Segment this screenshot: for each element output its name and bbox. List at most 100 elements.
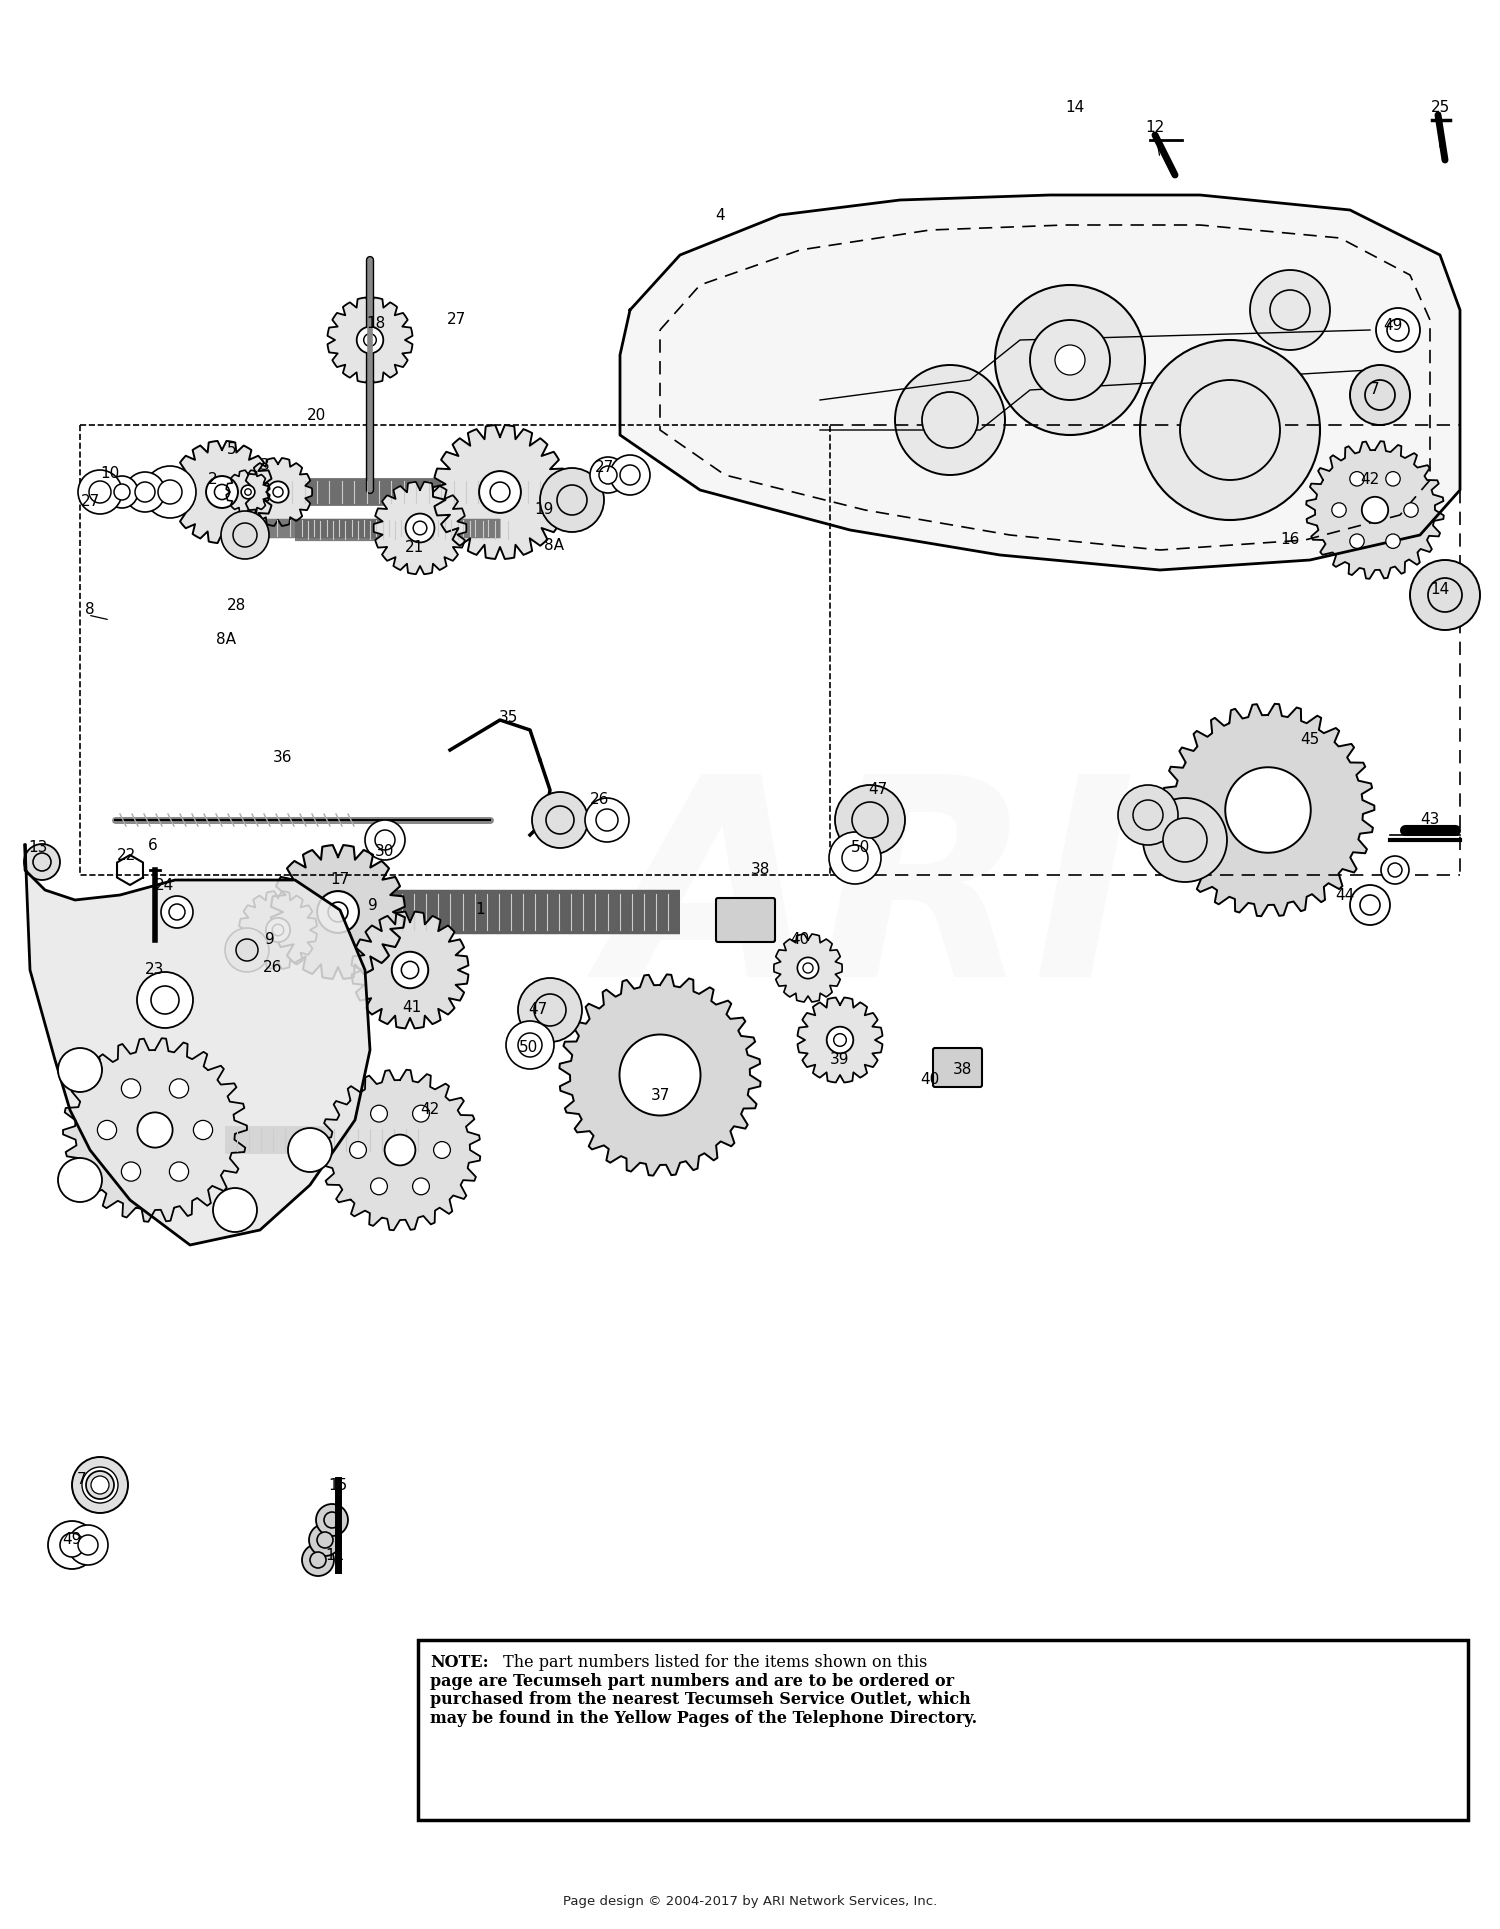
Text: ARI: ARI [604,766,1136,1036]
Circle shape [1350,534,1364,548]
Polygon shape [238,891,316,968]
Circle shape [1180,380,1280,480]
Polygon shape [433,424,567,559]
Circle shape [357,326,384,353]
Circle shape [384,1134,416,1165]
Circle shape [506,1020,554,1069]
Text: 41: 41 [402,1001,422,1015]
Circle shape [144,467,196,519]
Circle shape [1360,895,1380,914]
Circle shape [214,484,230,500]
Text: 35: 35 [498,710,517,725]
Text: 6: 6 [148,837,158,853]
Polygon shape [1161,704,1374,916]
Text: 27: 27 [447,312,465,328]
Circle shape [802,963,813,972]
Circle shape [1226,768,1311,853]
Text: 9: 9 [368,897,378,912]
Circle shape [72,1456,128,1512]
Text: 14: 14 [1431,583,1449,598]
Circle shape [1428,579,1462,611]
Circle shape [232,523,256,548]
Text: NOTE:: NOTE: [430,1653,489,1671]
Circle shape [620,1034,701,1115]
Circle shape [1132,801,1162,829]
Text: 19: 19 [534,502,554,517]
Circle shape [836,785,904,855]
Circle shape [310,1553,326,1568]
Circle shape [1350,885,1390,926]
Circle shape [1365,380,1395,411]
Circle shape [194,1121,213,1140]
Circle shape [316,891,358,934]
Circle shape [402,961,418,978]
Circle shape [220,511,268,559]
Text: 28: 28 [228,598,246,613]
Circle shape [124,473,165,511]
Text: 22: 22 [117,847,135,862]
Circle shape [236,939,258,961]
Circle shape [1404,503,1417,517]
Circle shape [1386,471,1400,486]
Circle shape [138,1113,172,1148]
Circle shape [518,978,582,1042]
Circle shape [316,1505,348,1535]
Circle shape [556,484,586,515]
Polygon shape [327,297,412,382]
Text: 4: 4 [716,208,724,222]
Text: 47: 47 [868,783,888,797]
Circle shape [375,829,394,851]
Circle shape [272,924,284,936]
Text: 8A: 8A [544,538,564,552]
Circle shape [98,1121,117,1140]
Circle shape [68,1526,108,1564]
Polygon shape [798,997,882,1082]
Circle shape [58,1157,102,1202]
Circle shape [267,482,288,503]
Circle shape [364,820,405,860]
Text: 21: 21 [405,540,423,556]
Circle shape [598,467,616,484]
Circle shape [92,1476,110,1493]
Circle shape [518,1034,542,1057]
Circle shape [590,457,626,494]
Polygon shape [320,1071,480,1231]
Circle shape [1362,498,1388,523]
Text: 45: 45 [1300,733,1320,748]
Circle shape [213,1188,256,1233]
Circle shape [1376,309,1420,351]
Circle shape [413,1105,429,1123]
Polygon shape [244,457,312,527]
Circle shape [596,808,618,831]
Text: 12: 12 [1146,120,1164,135]
Circle shape [1250,270,1330,349]
FancyBboxPatch shape [933,1047,982,1088]
Circle shape [834,1034,846,1046]
Circle shape [852,802,888,837]
Text: 11: 11 [326,1547,345,1562]
Polygon shape [171,442,273,544]
Text: 2: 2 [209,473,218,488]
Text: Page design © 2004-2017 by ARI Network Services, Inc.: Page design © 2004-2017 by ARI Network S… [562,1894,938,1908]
Text: 24: 24 [156,878,174,893]
Circle shape [316,1532,333,1547]
Circle shape [392,951,427,988]
Circle shape [122,1161,141,1181]
Text: 16: 16 [1281,532,1299,548]
Circle shape [170,905,184,920]
Text: 39: 39 [831,1053,849,1067]
Circle shape [1386,534,1400,548]
Circle shape [1270,289,1310,330]
Circle shape [170,1161,189,1181]
Text: 10: 10 [100,467,120,482]
Text: 30: 30 [375,845,393,860]
Circle shape [1162,818,1208,862]
Circle shape [86,1472,114,1499]
Text: 18: 18 [366,316,386,330]
Circle shape [620,465,640,484]
Circle shape [1140,340,1320,521]
Circle shape [242,486,255,500]
Circle shape [288,1128,332,1173]
Circle shape [1350,365,1410,424]
Text: 40: 40 [790,932,810,947]
